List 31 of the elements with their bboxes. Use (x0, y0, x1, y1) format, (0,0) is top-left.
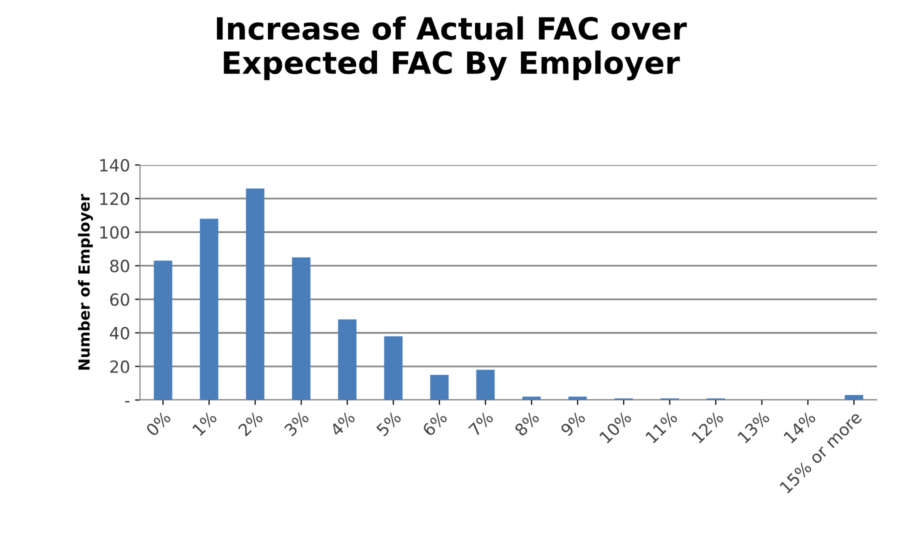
y-tick-label: 40 (110, 326, 130, 340)
x-tick-label: 2% (238, 410, 264, 437)
bar (200, 218, 218, 400)
x-tick-label: 8% (514, 410, 540, 437)
bar (522, 396, 541, 400)
bar (292, 257, 310, 400)
y-axis-title: Number of Employer (78, 194, 93, 370)
x-tick-label: 4% (329, 410, 356, 437)
bar (568, 396, 587, 400)
x-tick-label: 9% (560, 410, 586, 437)
y-tick-label: 20 (110, 360, 130, 373)
x-tick-label: 0% (145, 410, 172, 437)
x-tick-label: 7% (468, 410, 494, 437)
y-tick-label: 80 (110, 260, 130, 272)
bar (844, 394, 864, 400)
bar (338, 319, 356, 400)
bar (246, 188, 264, 400)
y-tick-label: 120 (100, 192, 130, 206)
y-tick-label: - (125, 401, 130, 402)
y-tick-label: 100 (100, 226, 130, 239)
y-tick-label: 140 (100, 158, 130, 172)
x-tick-label: 1% (192, 410, 218, 436)
x-tick-label: 5% (376, 410, 402, 437)
x-tick-label: 6% (422, 410, 448, 437)
bar (476, 370, 495, 400)
bar (384, 336, 403, 400)
x-tick-label: 3% (284, 410, 310, 437)
bar (430, 374, 449, 400)
chart-title: Increase of Actual FAC over Expected FAC By Employer (216, 16, 687, 80)
y-tick-label: 60 (110, 293, 130, 306)
bar (154, 260, 172, 400)
